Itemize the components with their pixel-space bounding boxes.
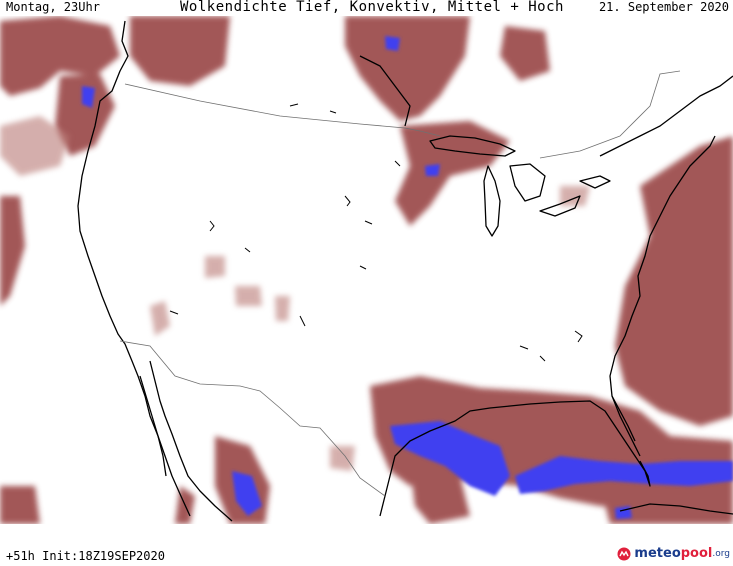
convective-hudson xyxy=(385,36,400,51)
cloud-area-atlantic xyxy=(615,136,733,426)
coast-gulf-mexico xyxy=(379,400,651,517)
cloud-area-hudson xyxy=(345,16,470,121)
cloud-area-sw-low xyxy=(0,486,40,524)
coast-cuba xyxy=(619,503,733,515)
meteopool-logo-icon xyxy=(617,547,631,560)
lake-huron xyxy=(509,163,546,202)
logo-text-pool: pool xyxy=(680,546,713,561)
lake-superior xyxy=(429,135,516,157)
map-header: Montag, 23Uhr Wolkendichte Tief, Konvekt… xyxy=(0,0,733,16)
forecast-time: Montag, 23Uhr xyxy=(6,0,100,14)
convective-pacific-nw xyxy=(82,86,95,108)
lake-ontario xyxy=(579,175,611,189)
border-canada-east xyxy=(539,70,681,159)
coast-canada-east xyxy=(599,75,733,157)
small-features xyxy=(169,103,583,362)
cloud-area-pacific-coast xyxy=(55,74,115,156)
model-run-info: +51h Init:18Z19SEP2020 xyxy=(6,549,165,563)
logo-text-org: .org xyxy=(712,548,730,559)
weather-map xyxy=(0,16,733,524)
convective-caribbean xyxy=(615,506,632,519)
coastline-layer xyxy=(77,20,733,522)
coast-hudson xyxy=(359,55,411,127)
cloud-area-sw-offshore xyxy=(0,196,25,306)
cloud-area-bc xyxy=(130,16,230,86)
lake-michigan xyxy=(483,165,501,237)
cloud-light-layer xyxy=(0,116,590,471)
cloud-area-pacific-nw xyxy=(0,16,120,96)
map-title: Wolkendichte Tief, Konvektiv, Mittel + H… xyxy=(180,0,564,15)
border-layer xyxy=(119,70,681,497)
border-us-canada xyxy=(124,83,441,137)
meteopool-logo[interactable]: meteo pool .org xyxy=(617,546,730,561)
cloud-area-lakes xyxy=(395,121,510,226)
coast-florida xyxy=(611,395,636,442)
coast-baja-peninsula xyxy=(139,375,167,477)
cloud-area-caribbean xyxy=(600,481,733,524)
map-footer: +51h Init:18Z19SEP2020 meteo pool .org xyxy=(0,540,733,566)
convective-gulf-east xyxy=(515,456,733,494)
cloud-area-quebec xyxy=(500,26,550,81)
cloud-area-tx-south xyxy=(410,466,470,524)
convective-layer xyxy=(82,36,733,519)
forecast-date: 21. September 2020 xyxy=(598,0,729,14)
convective-mexico xyxy=(232,471,262,516)
logo-text-meteo: meteo xyxy=(634,546,681,561)
lake-erie xyxy=(539,195,581,217)
border-us-mexico xyxy=(119,340,386,497)
convective-gulf-west xyxy=(390,421,510,496)
coast-baja-inner xyxy=(149,360,233,522)
convective-lakes xyxy=(425,164,440,176)
